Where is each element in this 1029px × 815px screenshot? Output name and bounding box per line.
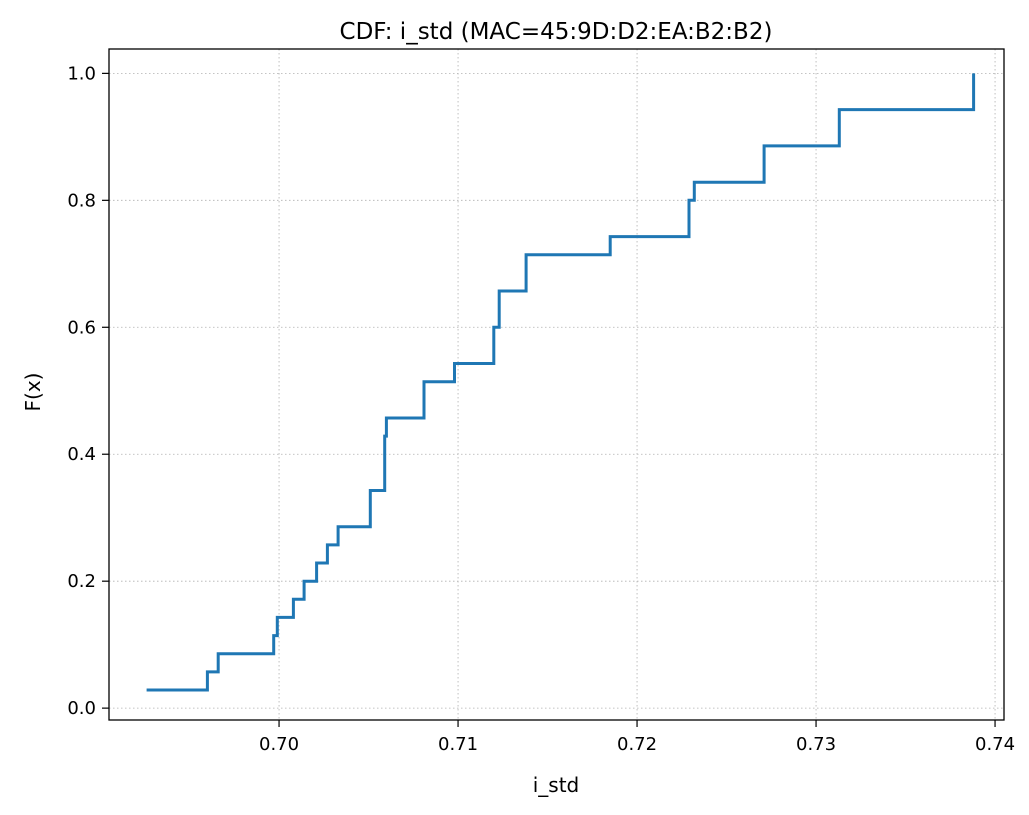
y-axis-ticks: 0.0 0.2 0.4 0.6 0.8 1.0 — [67, 63, 109, 719]
x-axis-label: i_std — [533, 773, 580, 797]
plot-frame — [108, 48, 1005, 721]
x-tick-label: 0.70 — [259, 734, 299, 755]
cdf-step-line — [146, 73, 976, 692]
y-tick-label: 0.4 — [67, 444, 96, 465]
chart-title: CDF: i_std (MAC=45:9D:D2:EA:B2:B2) — [340, 19, 773, 45]
x-tick-label: 0.74 — [975, 734, 1015, 755]
y-tick-label: 0.0 — [67, 698, 96, 719]
x-axis-ticks: 0.70 0.71 0.72 0.73 0.74 — [259, 720, 1015, 755]
x-tick-label: 0.72 — [617, 734, 657, 755]
x-tick-label: 0.73 — [796, 734, 836, 755]
grid — [109, 49, 1004, 720]
y-tick-label: 0.6 — [67, 317, 96, 338]
series-layer — [146, 73, 976, 692]
y-tick-label: 1.0 — [67, 63, 96, 84]
y-axis-label: F(x) — [21, 373, 45, 412]
y-tick-label: 0.2 — [67, 571, 96, 592]
x-tick-label: 0.71 — [438, 734, 478, 755]
y-tick-label: 0.8 — [67, 190, 96, 211]
